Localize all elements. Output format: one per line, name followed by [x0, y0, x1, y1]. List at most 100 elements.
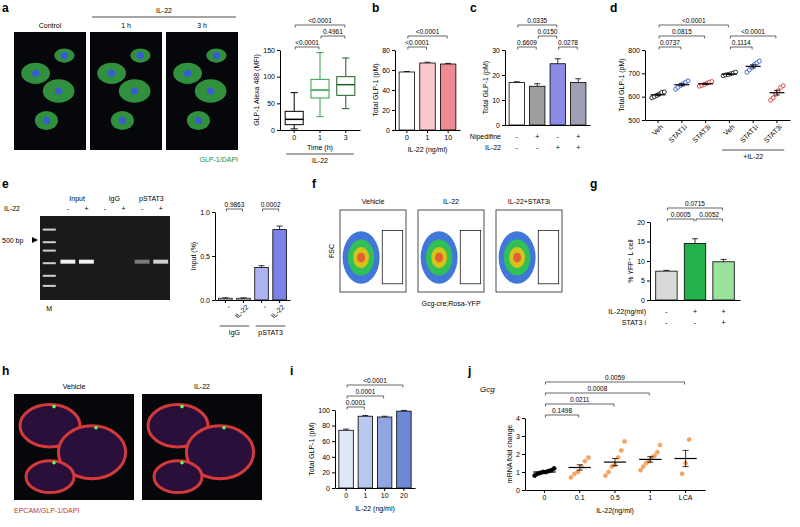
y-tick: 0: [496, 122, 505, 129]
ladder-band: [43, 241, 56, 243]
y-tick-mark: [647, 261, 650, 262]
x-tick-label: -: [225, 303, 232, 310]
bracket: [545, 404, 614, 407]
y-tick-label: 0.5: [200, 253, 210, 260]
bracket: [545, 382, 684, 385]
gel: [40, 216, 170, 300]
y-tick: 600: [628, 93, 645, 100]
x-tick-mark: [681, 120, 682, 123]
y-tick-label: 0: [386, 127, 390, 134]
y-tick: 40: [382, 87, 395, 94]
y-tick: 60: [382, 67, 395, 74]
y-tick-mark: [642, 97, 645, 98]
x-tick-mark: [261, 300, 262, 303]
group-label: pSTAT3: [258, 329, 283, 337]
density: [353, 247, 369, 268]
bracket: [667, 208, 722, 211]
x-tick-label: 0: [542, 494, 546, 501]
condition-sign: +: [722, 308, 726, 315]
bar: [397, 411, 411, 488]
x-tick-label: 0: [344, 492, 348, 499]
x-axis-title: IL-22 (ng/ml): [355, 505, 395, 513]
y-tick-label: 0: [326, 485, 330, 492]
marks: [219, 226, 287, 300]
p-value: <0.0001: [308, 17, 332, 24]
x-tick: 0.5: [610, 490, 620, 501]
p-value: 0.6609: [517, 39, 537, 46]
gel-band: [60, 260, 75, 264]
y-axis-line: [645, 51, 646, 121]
y-tick-label: 500: [628, 117, 640, 124]
lane-header: IgG: [109, 195, 120, 203]
y-tick-label: 40: [382, 87, 390, 94]
group-label: IL-22: [156, 7, 172, 14]
y-tick-mark: [212, 212, 215, 213]
y-axis: 01234: [516, 415, 525, 494]
x-tick: 20: [400, 488, 408, 499]
y-tick-mark: [332, 457, 335, 458]
y-tick: 0: [271, 127, 280, 134]
point: [781, 84, 785, 88]
point: [757, 59, 761, 63]
y-axis: 020406080100: [318, 407, 335, 492]
y-axis: 500600700800: [628, 47, 645, 124]
y-tick-mark: [332, 410, 335, 411]
y-tick: 5: [641, 277, 650, 284]
x-tick: 1: [318, 130, 322, 141]
gfp-cell: [52, 461, 56, 465]
cell: [187, 111, 210, 130]
condition-label: IL-22(ng/ml): [608, 308, 646, 316]
condition-label: IL-22: [485, 144, 501, 151]
image-panel: aIL-22Control1 h3 hGLP-1/DAPI: [2, 1, 238, 163]
bar: [377, 417, 391, 488]
condition-sign: -: [516, 133, 519, 140]
x-tick-label: 0.1: [575, 494, 585, 501]
x-tick-label: 10: [444, 134, 452, 141]
y-axis-title: Total GLP-1 (pM): [308, 422, 316, 475]
y-tick-label: 1.0: [200, 209, 210, 216]
marks: [656, 239, 735, 300]
caption: GLP-1/DAPI: [199, 156, 238, 163]
group-line: [256, 326, 286, 327]
x-tick: STAT1i: [667, 120, 688, 144]
y-axis-title: Total GLP-1 (pM): [482, 61, 490, 114]
group-label: IL-22: [312, 157, 328, 164]
bar: [571, 83, 586, 126]
p-value: 0.0059: [605, 374, 625, 381]
y-tick-mark: [647, 300, 650, 301]
x-tick-mark: [294, 130, 295, 133]
error-bar: [404, 71, 410, 73]
gate: [460, 231, 480, 284]
lane-sign: +: [84, 205, 88, 212]
bar: [219, 298, 233, 300]
y-tick-label: 600: [628, 93, 640, 100]
group-line: [92, 17, 236, 18]
p-value: 0.0715: [685, 200, 705, 207]
condition-sign: +: [693, 308, 697, 315]
y-tick-mark: [332, 488, 335, 489]
point: [680, 472, 684, 476]
bracket: [730, 47, 752, 50]
bracket: [408, 36, 447, 39]
cell: [35, 111, 58, 130]
point: [686, 79, 690, 83]
x-tick: IL-22: [233, 300, 249, 319]
x-tick: 0: [405, 130, 409, 141]
x-tick: STAT1i: [739, 120, 760, 144]
x-tick-label: Veh: [722, 123, 736, 137]
error-bar: [575, 79, 581, 83]
x-tick-label: 1: [318, 134, 322, 141]
image-title: Vehicle: [63, 383, 86, 390]
gel-band: [135, 260, 150, 264]
x-tick: 0: [344, 488, 348, 499]
nucleus: [32, 70, 39, 77]
x-tick-label: 0.5: [610, 494, 620, 501]
condition-sign: +: [722, 319, 726, 326]
x-axis: VehSTAT1iSTAT3iVehSTAT1iSTAT3i: [646, 120, 791, 144]
cell: [97, 63, 126, 84]
lane-sign: -: [104, 205, 107, 212]
error-bar: [726, 73, 732, 75]
y-tick-label: 0.0: [200, 297, 210, 304]
x-tick: 0: [292, 130, 296, 141]
y-tick-label: 0: [641, 297, 645, 304]
